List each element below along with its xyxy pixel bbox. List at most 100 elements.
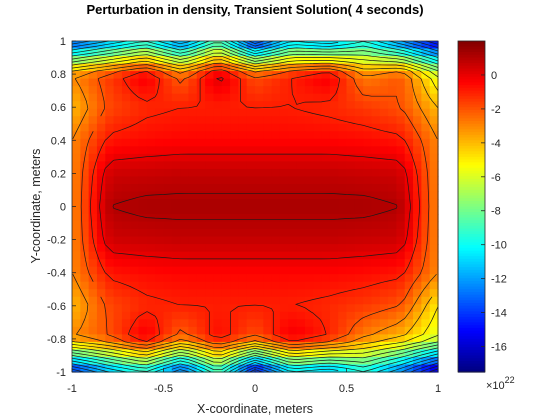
heat-cell xyxy=(180,334,190,343)
heat-cell xyxy=(354,93,364,102)
heat-cell xyxy=(221,266,231,275)
heat-cell xyxy=(271,341,281,351)
heat-cell xyxy=(279,93,289,102)
heat-cell xyxy=(138,281,148,290)
heat-cell xyxy=(138,48,148,57)
colorbar-segment xyxy=(458,87,485,92)
heat-cell xyxy=(396,116,406,125)
heat-cell xyxy=(130,123,140,132)
heat-cell xyxy=(329,221,339,230)
heat-cell xyxy=(80,191,90,200)
heat-cell xyxy=(421,289,431,298)
heat-cell xyxy=(329,289,339,298)
heat-cell xyxy=(121,289,131,298)
heat-cell xyxy=(171,319,181,328)
heat-cell xyxy=(96,319,106,328)
y-tick-label: 0 xyxy=(60,202,66,214)
heat-cell xyxy=(88,108,98,117)
heat-cell xyxy=(113,244,123,253)
heat-cell xyxy=(221,116,231,125)
heat-cell xyxy=(138,191,148,200)
heat-cell xyxy=(230,251,239,260)
heat-cell xyxy=(121,296,131,305)
heat-cell xyxy=(421,341,431,351)
heat-cell xyxy=(196,93,206,102)
heat-cell xyxy=(354,56,364,65)
heat-cell xyxy=(354,176,364,185)
heat-cell xyxy=(379,304,389,313)
heat-cell xyxy=(363,236,373,245)
heat-cell xyxy=(304,229,314,238)
heat-cell xyxy=(238,229,248,238)
heat-cell xyxy=(271,274,281,283)
colorbar-segment xyxy=(458,311,485,315)
heat-cell xyxy=(329,161,339,170)
heat-cell xyxy=(346,326,356,335)
heat-cell xyxy=(88,289,98,298)
heat-cell xyxy=(313,296,323,305)
heat-cell xyxy=(188,176,198,185)
contour-line xyxy=(71,52,439,359)
heat-cell xyxy=(404,86,414,95)
heat-cell xyxy=(238,356,248,366)
heat-cell xyxy=(80,259,90,268)
heat-cell xyxy=(413,131,422,140)
heat-cell xyxy=(338,71,348,80)
heat-cell xyxy=(180,349,190,358)
heat-cell xyxy=(288,356,298,366)
heat-cell xyxy=(371,266,381,275)
heat-cell xyxy=(296,334,306,343)
heat-cell xyxy=(363,161,373,170)
heat-cell xyxy=(413,251,422,260)
heat-cell xyxy=(163,123,173,132)
heat-cell xyxy=(429,221,439,230)
heat-cell xyxy=(279,71,289,80)
colorbar-segment xyxy=(458,184,485,188)
heat-cell xyxy=(113,131,123,140)
heat-cell xyxy=(221,274,231,283)
heat-cell xyxy=(155,101,165,110)
heat-cell xyxy=(96,259,106,268)
heat-cell xyxy=(271,364,281,373)
heat-cell xyxy=(404,319,414,328)
x-tick-label: -1 xyxy=(67,383,77,395)
heat-cell xyxy=(396,289,406,298)
heat-cell xyxy=(421,236,431,245)
heat-cell xyxy=(72,116,81,125)
heat-cell xyxy=(96,214,106,223)
heat-cell xyxy=(379,229,389,238)
heat-cell xyxy=(329,183,339,193)
heat-cell xyxy=(121,101,131,110)
heat-cell xyxy=(130,364,140,373)
heat-cell xyxy=(346,244,356,253)
heat-cell xyxy=(396,138,406,147)
heat-cell xyxy=(313,93,323,102)
colorbar-segment xyxy=(458,173,485,177)
heat-cell xyxy=(404,229,414,238)
heat-cell xyxy=(271,168,281,178)
heat-cell xyxy=(379,168,389,178)
heat-cell xyxy=(188,78,198,87)
heat-cell xyxy=(80,274,90,283)
heat-cell xyxy=(379,259,389,268)
heat-cell xyxy=(255,131,264,140)
heat-cell xyxy=(429,78,439,87)
heat-cell xyxy=(146,41,156,50)
heat-cell xyxy=(213,41,223,50)
heat-cell xyxy=(304,183,314,193)
heat-cell xyxy=(163,168,173,178)
heat-cell xyxy=(113,93,123,102)
heat-cell xyxy=(255,176,264,185)
colorbar-segment xyxy=(458,319,485,323)
heat-cell xyxy=(338,289,348,298)
heat-cell xyxy=(246,319,256,328)
heat-cell xyxy=(271,78,281,87)
heat-cell xyxy=(263,198,273,208)
colorbar-segment xyxy=(458,60,485,64)
heat-cell xyxy=(279,131,289,140)
heat-cell xyxy=(321,153,331,162)
heat-cell xyxy=(329,198,339,208)
heat-cell xyxy=(96,206,106,215)
heat-cell xyxy=(130,311,140,320)
heat-cell xyxy=(188,183,198,193)
